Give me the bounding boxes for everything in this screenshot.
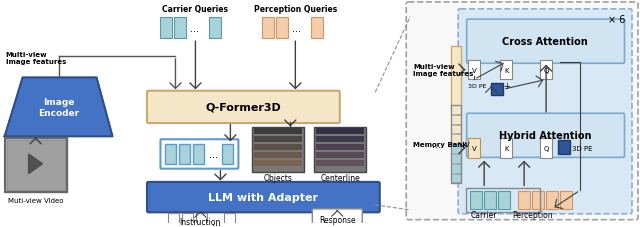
Bar bbox=[540, 61, 552, 80]
Text: V: V bbox=[472, 67, 477, 73]
Bar bbox=[223, 145, 234, 164]
Text: Multi-view
Image features: Multi-view Image features bbox=[413, 64, 474, 77]
Text: Response: Response bbox=[319, 215, 356, 224]
Text: V: V bbox=[465, 141, 470, 148]
Text: Perception Queries: Perception Queries bbox=[253, 5, 337, 14]
Bar bbox=[316, 129, 364, 135]
Bar bbox=[451, 154, 461, 163]
Text: K: K bbox=[504, 146, 508, 151]
Bar bbox=[254, 129, 302, 135]
Bar bbox=[182, 213, 193, 227]
Bar bbox=[470, 191, 482, 209]
Bar bbox=[498, 191, 510, 209]
Text: Multi-view
Image features: Multi-view Image features bbox=[6, 52, 66, 65]
Bar bbox=[316, 145, 364, 150]
Bar bbox=[254, 145, 302, 150]
Bar bbox=[491, 84, 503, 96]
Text: +: + bbox=[503, 81, 510, 90]
Bar bbox=[6, 141, 65, 190]
Bar bbox=[254, 152, 302, 158]
Bar bbox=[254, 137, 302, 143]
FancyBboxPatch shape bbox=[147, 91, 340, 123]
FancyBboxPatch shape bbox=[147, 182, 380, 212]
Bar bbox=[276, 17, 289, 39]
Text: Q: Q bbox=[543, 67, 548, 73]
Bar bbox=[484, 191, 496, 209]
Bar bbox=[196, 213, 207, 227]
Bar bbox=[254, 160, 302, 166]
Text: Instruction: Instruction bbox=[180, 217, 221, 226]
Bar bbox=[252, 127, 305, 172]
Text: 3D PE: 3D PE bbox=[468, 84, 486, 89]
Bar bbox=[179, 145, 191, 164]
Bar bbox=[209, 17, 221, 39]
Polygon shape bbox=[29, 154, 43, 174]
Bar bbox=[193, 145, 204, 164]
Text: Hybrid Attention: Hybrid Attention bbox=[499, 131, 591, 141]
Text: ...: ... bbox=[209, 149, 218, 159]
Text: Image
Encoder: Image Encoder bbox=[38, 98, 79, 117]
Text: Q: Q bbox=[543, 146, 548, 151]
Text: Muti-view Video: Muti-view Video bbox=[8, 197, 63, 203]
Text: ...: ... bbox=[190, 24, 199, 34]
Text: Memory Bank: Memory Bank bbox=[413, 141, 467, 148]
Text: Centerline: Centerline bbox=[321, 173, 360, 182]
Text: K: K bbox=[504, 67, 508, 73]
FancyBboxPatch shape bbox=[458, 10, 632, 214]
Bar bbox=[466, 188, 540, 212]
FancyBboxPatch shape bbox=[312, 209, 362, 227]
Bar bbox=[161, 17, 172, 39]
Text: Carrier Queries: Carrier Queries bbox=[163, 5, 228, 14]
Text: LLM with Adapter: LLM with Adapter bbox=[209, 192, 318, 202]
Bar bbox=[168, 213, 179, 227]
Bar bbox=[4, 139, 67, 192]
FancyBboxPatch shape bbox=[406, 3, 638, 220]
Text: 3D PE: 3D PE bbox=[572, 146, 593, 151]
Polygon shape bbox=[4, 78, 113, 137]
Bar bbox=[311, 17, 323, 39]
Bar bbox=[316, 160, 364, 166]
Bar bbox=[451, 115, 461, 124]
Text: ...: ... bbox=[432, 140, 441, 150]
Text: V: V bbox=[472, 146, 477, 151]
Text: Cross Attention: Cross Attention bbox=[502, 37, 588, 47]
Bar bbox=[451, 106, 461, 114]
FancyBboxPatch shape bbox=[467, 20, 625, 64]
Bar bbox=[451, 47, 461, 109]
Bar bbox=[500, 139, 512, 158]
Text: Carrier: Carrier bbox=[471, 210, 497, 219]
FancyBboxPatch shape bbox=[467, 114, 625, 158]
Bar bbox=[262, 17, 275, 39]
Bar bbox=[560, 191, 572, 209]
Bar bbox=[175, 17, 186, 39]
Bar bbox=[540, 139, 552, 158]
Bar bbox=[518, 191, 530, 209]
Text: Objects: Objects bbox=[264, 173, 292, 182]
Bar bbox=[546, 191, 558, 209]
Bar bbox=[451, 145, 461, 153]
Bar bbox=[166, 145, 177, 164]
Text: × 6: × 6 bbox=[607, 15, 625, 25]
Bar bbox=[225, 213, 236, 227]
Bar bbox=[558, 141, 570, 154]
Text: Q-Former3D: Q-Former3D bbox=[205, 102, 281, 112]
Bar bbox=[500, 61, 512, 80]
Bar bbox=[451, 164, 461, 173]
Bar bbox=[451, 125, 461, 134]
Bar bbox=[316, 152, 364, 158]
Bar bbox=[451, 174, 461, 183]
Text: ...: ... bbox=[212, 217, 221, 227]
Bar bbox=[314, 127, 366, 172]
Bar bbox=[451, 135, 461, 143]
Bar bbox=[316, 137, 364, 143]
Bar bbox=[532, 191, 544, 209]
Bar bbox=[451, 106, 461, 184]
Bar bbox=[468, 61, 480, 80]
Bar bbox=[4, 139, 67, 192]
Text: ...: ... bbox=[292, 24, 301, 34]
Bar bbox=[468, 139, 480, 158]
Text: Perception: Perception bbox=[512, 210, 552, 219]
